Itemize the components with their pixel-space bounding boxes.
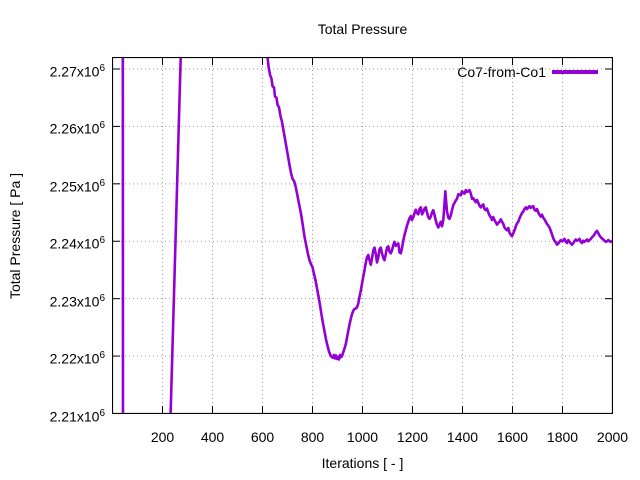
x-tick-label: 400 — [200, 429, 225, 445]
x-tick-label: 1000 — [346, 429, 379, 445]
x-tick-label: 1200 — [396, 429, 429, 445]
y-tick-label: 2.23x106 — [49, 292, 105, 310]
x-tick-label: 800 — [300, 429, 325, 445]
y-tick-label: 2.26x106 — [49, 120, 105, 138]
legend-series-label: Co7-from-Co1 — [457, 64, 546, 80]
x-tick-label: 600 — [250, 429, 275, 445]
x-tick-label: 200 — [150, 429, 175, 445]
chart-title: Total Pressure — [317, 21, 408, 37]
y-tick-label: 2.25x106 — [49, 177, 105, 195]
x-tick-label: 1600 — [496, 429, 529, 445]
x-tick-label: 1400 — [446, 429, 479, 445]
plot-canvas — [112, 57, 613, 414]
legend: Co7-from-Co1 — [420, 63, 598, 81]
series-line — [266, 58, 612, 361]
y-tick-label: 2.27x106 — [49, 62, 105, 80]
x-tick-label: 1800 — [546, 429, 579, 445]
plot-border — [112, 57, 613, 414]
x-tick-label: 2000 — [596, 429, 629, 445]
y-tick-label: 2.21x106 — [49, 407, 105, 425]
y-tick-label: 2.24x106 — [49, 235, 105, 252]
legend-line-sample — [552, 70, 598, 74]
series-line — [169, 58, 182, 413]
y-tick-label: 2.22x106 — [49, 350, 105, 367]
x-axis-title: Iterations [ - ] — [321, 455, 404, 471]
